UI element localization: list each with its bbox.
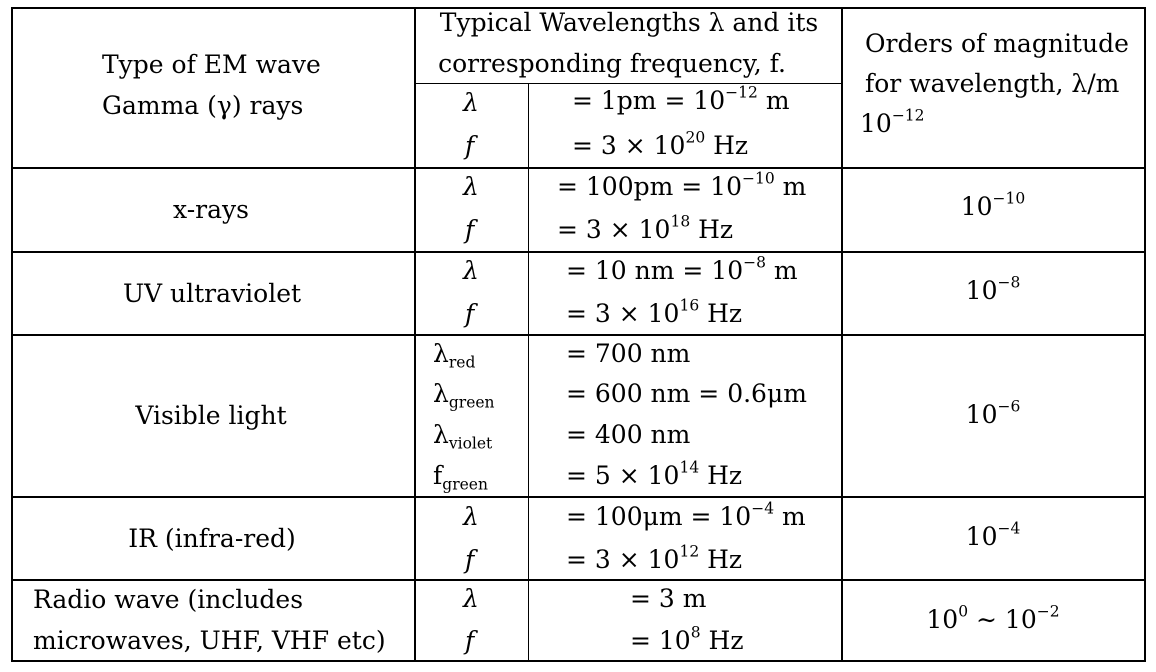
row-gamma-f-symbol: f <box>465 131 475 160</box>
row-ir-f-value: = 3 × 1012 Hz <box>566 542 743 574</box>
row-radio-lambda-symbol: λ <box>463 584 479 613</box>
row-gamma-lambda-value: = 1pm = 10−12 m <box>572 83 790 115</box>
rule-col1 <box>414 7 416 662</box>
header-wavelength-line1: Typical Wavelengths λ and its <box>439 8 819 37</box>
row-gamma-lambda-symbol: λ <box>463 88 479 117</box>
row-visible-lambda-green-value: = 600 nm = 0.6μm <box>566 379 807 408</box>
row-ir-lambda-symbol: λ <box>463 502 479 531</box>
row-uv-f-symbol: f <box>465 299 475 328</box>
row-xrays-lambda-symbol: λ <box>463 172 479 201</box>
rule-left <box>11 7 13 662</box>
rule-header-sub <box>415 83 842 84</box>
rule-row2 <box>11 251 1146 253</box>
row-ir-magnitude: 10−4 <box>965 519 1021 551</box>
row-xrays-name: x-rays <box>173 195 249 224</box>
row-xrays-f-value: = 3 × 1018 Hz <box>557 212 734 244</box>
row-ir-name: IR (infra-red) <box>128 524 296 553</box>
rule-col2 <box>841 7 843 662</box>
rule-right <box>1144 7 1146 662</box>
row-xrays-f-symbol: f <box>465 215 475 244</box>
row-radio-name-line2: microwaves, UHF, VHF etc) <box>33 626 386 655</box>
row-visible-lambda-red-symbol: λred <box>433 339 476 372</box>
row-xrays-lambda-value: = 100pm = 10−10 m <box>557 169 807 201</box>
row-xrays-magnitude: 10−10 <box>960 189 1026 221</box>
rule-row4 <box>11 496 1146 498</box>
row-visible-name: Visible light <box>135 401 287 430</box>
row-uv-f-value: = 3 × 1016 Hz <box>566 296 743 328</box>
row-visible-magnitude: 10−6 <box>965 397 1021 429</box>
row-ir-lambda-value: = 100μm = 10−4 m <box>566 499 806 531</box>
row-radio-lambda-value: = 3 m <box>630 584 707 613</box>
rule-row1 <box>11 167 1146 169</box>
row-visible-lambda-green-symbol: λgreen <box>433 379 495 412</box>
row-uv-name: UV ultraviolet <box>122 279 302 308</box>
rule-row5 <box>11 579 1146 581</box>
header-wavelength-line2: corresponding frequency, f. <box>438 49 786 78</box>
rule-col-sym <box>528 83 529 662</box>
row-radio-f-value: = 108 Hz <box>630 623 744 655</box>
rule-row3 <box>11 334 1146 336</box>
header-type-col: Type of EM wave <box>102 50 321 79</box>
row-gamma-magnitude: 10−12 <box>860 106 925 138</box>
row-radio-name-line1: Radio wave (includes <box>33 585 304 614</box>
row-visible-f-green-symbol: fgreen <box>433 461 488 494</box>
header-magnitude-line1: Orders of magnitude <box>865 29 1129 58</box>
row-uv-magnitude: 10−8 <box>965 273 1021 305</box>
row-uv-lambda-symbol: λ <box>463 256 479 285</box>
header-magnitude-line2: for wavelength, λ/m <box>865 69 1120 98</box>
row-visible-lambda-violet-symbol: λviolet <box>433 420 493 453</box>
row-radio-magnitude: 100 ∼ 10−2 <box>926 602 1060 634</box>
row-visible-lambda-red-value: = 700 nm <box>566 339 691 368</box>
row-radio-f-symbol: f <box>465 626 475 655</box>
row-gamma-f-value: = 3 × 1020 Hz <box>572 128 749 160</box>
row-visible-f-green-value: = 5 × 1014 Hz <box>566 458 743 490</box>
row-visible-lambda-violet-value: = 400 nm <box>566 420 691 449</box>
rule-top <box>11 7 1146 9</box>
row-uv-lambda-value: = 10 nm = 10−8 m <box>566 253 798 285</box>
row-ir-f-symbol: f <box>465 545 475 574</box>
rule-bottom <box>11 660 1146 662</box>
row-gamma-name: Gamma (γ) rays <box>102 91 304 120</box>
